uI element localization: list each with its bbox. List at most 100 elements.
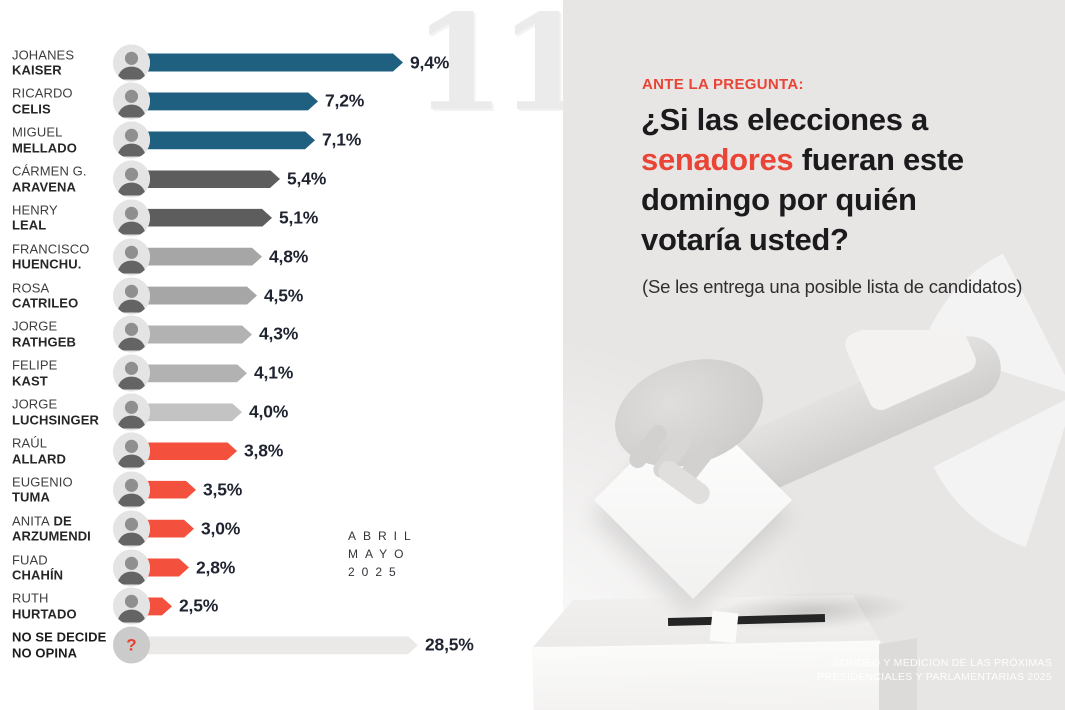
candidate-photo <box>113 121 150 159</box>
candidate-last-name: ALLARD <box>12 451 67 466</box>
survey-period-label: ABRIL MAYO 2025 <box>348 527 418 581</box>
right-panel: ANTE LA PREGUNTA: ¿Si las elecciones a se… <box>495 0 1065 710</box>
question-line: senadores fueran este <box>641 142 964 177</box>
person-icon <box>113 160 150 198</box>
percentage-label: 2,8% <box>196 557 236 578</box>
ballot-box-side <box>879 638 917 710</box>
person-icon <box>113 315 150 353</box>
candidate-name: JORGE RATHGEB <box>12 319 114 350</box>
candidate-name: RUTH HURTADO <box>12 591 114 622</box>
candidate-row: NO SE DECIDE NO OPINA ? 28,5% <box>0 626 560 664</box>
person-icon <box>113 587 150 625</box>
candidate-first-name: FRANCISCO <box>12 241 90 257</box>
bar-line: 5,1% <box>134 207 318 228</box>
candidate-first-name: ROSA <box>12 280 50 295</box>
bar-line: 4,3% <box>134 324 298 345</box>
candidate-name: FUAD CHAHÍN <box>12 552 114 583</box>
person-icon <box>113 277 150 315</box>
ballot-paper-tip <box>709 610 739 644</box>
bar <box>134 325 252 343</box>
percentage-label: 4,1% <box>254 362 294 383</box>
candidate-photo <box>113 587 150 625</box>
bar-line: 3,5% <box>134 479 242 500</box>
candidate-row: JORGE RATHGEB 4,3% <box>0 315 560 353</box>
candidate-first-name: RUTH <box>12 590 49 606</box>
candidate-first-name: RICARDO <box>12 85 73 101</box>
percentage-label: 3,8% <box>244 440 284 461</box>
person-icon <box>113 121 150 159</box>
person-icon <box>113 44 150 81</box>
candidate-first-name: JOHANES <box>12 46 75 62</box>
bar <box>134 54 403 72</box>
bar <box>134 287 257 305</box>
candidate-row: JOHANES KAISER 9,4% <box>0 44 560 82</box>
percentage-label: 4,0% <box>249 401 289 422</box>
candidate-last-name: CATRILEO <box>12 295 79 311</box>
percentage-label: 3,5% <box>203 479 243 500</box>
credit-line-1: SONDEO Y MEDICION DE LAS PRÓXIMAS <box>833 657 1052 669</box>
candidate-photo <box>113 432 150 470</box>
bar <box>134 403 242 421</box>
candidate-last-name: MELLADO <box>12 140 77 156</box>
period-line-2: MAYO <box>348 547 411 561</box>
candidate-photo: ? <box>113 626 150 664</box>
question-line: domingo por quién <box>641 182 917 217</box>
candidate-row: CÁRMEN G. ARAVENA 5,4% <box>0 160 560 198</box>
candidate-row: FELIPE KAST 4,1% <box>0 354 560 392</box>
bar-line: 3,8% <box>134 441 283 462</box>
bar <box>134 248 262 266</box>
bar-line: 4,1% <box>134 363 293 384</box>
candidate-last-name: NO OPINA <box>12 645 78 661</box>
bar <box>134 636 418 654</box>
candidate-first-name: RAÚL <box>12 435 48 451</box>
candidate-last-name: CELIS <box>12 101 51 117</box>
candidate-name: RAÚL ALLARD <box>12 435 114 466</box>
candidate-first-name: EUGENIO <box>12 474 73 490</box>
candidate-last-name: TUMA <box>12 489 50 505</box>
question-line: votaría usted? <box>641 222 849 257</box>
candidate-photo <box>113 549 150 587</box>
question-subtitle: (Se les entrega una posible lista de can… <box>642 276 1023 297</box>
ballot-photo <box>495 330 1065 710</box>
candidate-first-name: FUAD <box>12 551 48 567</box>
candidate-photo <box>113 44 150 81</box>
candidate-name: MIGUEL MELLADO <box>12 125 114 156</box>
candidate-last-name: ARZUMENDI <box>12 528 91 544</box>
candidate-name: JORGE LUCHSINGER <box>12 397 114 428</box>
candidate-row: EUGENIO TUMA 3,5% <box>0 471 560 509</box>
candidate-photo <box>113 393 150 431</box>
candidate-first-name: NO SE DECIDE <box>12 629 107 645</box>
candidate-last-name: LEAL <box>12 217 47 233</box>
person-icon <box>113 354 150 392</box>
candidate-first-name: ANITA DE <box>12 513 72 529</box>
percentage-label: 4,5% <box>264 285 304 306</box>
candidate-row: MIGUEL MELLADO 7,1% <box>0 121 560 159</box>
candidate-last-name: KAISER <box>12 62 62 78</box>
candidate-last-name: LUCHSINGER <box>12 412 99 428</box>
bar <box>134 170 280 188</box>
candidate-name: JOHANES KAISER <box>12 47 114 78</box>
percentage-label: 9,4% <box>410 52 450 72</box>
question-mark-icon: ? <box>126 635 137 655</box>
candidate-row: FRANCISCO HUENCHU. 4,8% <box>0 238 560 276</box>
person-icon <box>113 432 150 470</box>
compass-logo-watermark <box>923 253 1065 547</box>
bar-line: 4,0% <box>134 402 288 423</box>
candidate-row: RAÚL ALLARD 3,8% <box>0 432 560 470</box>
candidate-photo <box>113 277 150 315</box>
percentage-label: 5,4% <box>287 168 327 189</box>
candidate-name: NO SE DECIDE NO OPINA <box>12 630 114 661</box>
bar-line: 4,8% <box>134 246 308 267</box>
candidate-row: RICARDO CELIS 7,2% <box>0 82 560 120</box>
bar-line: 4,5% <box>134 285 303 306</box>
candidate-first-name: JORGE <box>12 318 58 334</box>
percentage-label: 2,5% <box>179 595 219 616</box>
candidate-name: HENRY LEAL <box>12 202 114 233</box>
bar-line: 9,4% <box>134 52 449 73</box>
page-number-watermark: 11 <box>413 0 591 141</box>
candidate-last-name: RATHGEB <box>12 334 77 350</box>
candidate-last-name: ARAVENA <box>12 179 77 195</box>
bar-line: 7,2% <box>134 91 364 112</box>
chart-rows: JOHANES KAISER 9,4% RICARDO CELIS <box>0 44 560 664</box>
